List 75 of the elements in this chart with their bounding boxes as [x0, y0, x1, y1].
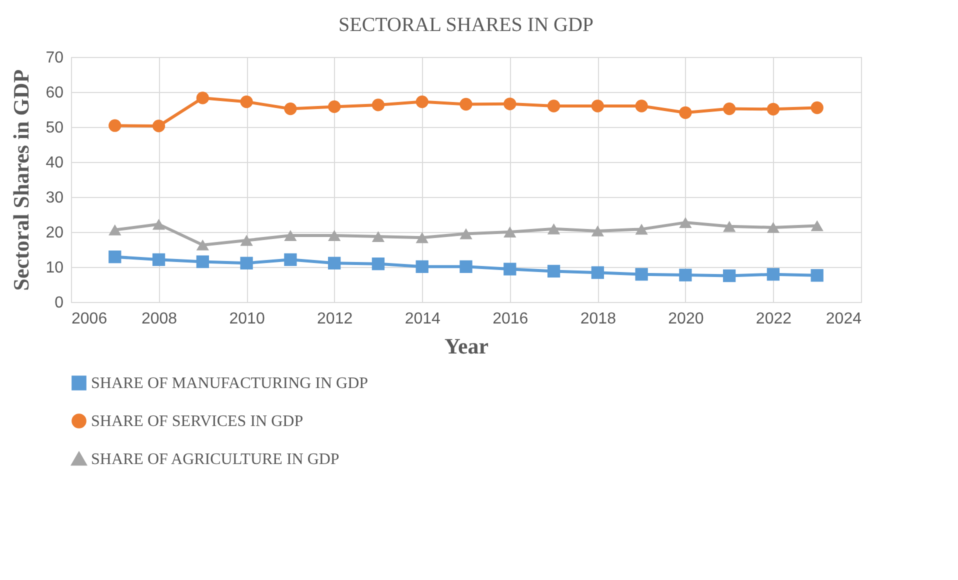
point	[766, 102, 780, 116]
point	[723, 102, 736, 116]
y-tick-label: 50	[46, 120, 64, 136]
x-tick-label: 2008	[141, 310, 178, 328]
point	[284, 230, 297, 241]
point	[591, 100, 604, 112]
point	[635, 224, 648, 235]
point	[460, 260, 472, 273]
point	[635, 100, 648, 112]
point	[108, 250, 122, 264]
point	[810, 220, 824, 232]
y-tick-label: 70	[46, 50, 64, 66]
point	[547, 100, 560, 112]
x-tick-label: 2018	[580, 310, 616, 328]
point	[240, 234, 253, 246]
y-tick-label: 40	[46, 154, 64, 172]
point	[416, 232, 428, 244]
x-tick-label: 2010	[229, 310, 265, 328]
y-tick-label: 60	[46, 84, 64, 102]
point	[328, 256, 341, 270]
x-tick-label: 2012	[317, 310, 353, 328]
point	[152, 218, 166, 230]
point	[372, 98, 385, 112]
point	[460, 228, 472, 240]
point	[416, 95, 428, 108]
point	[591, 225, 604, 236]
point	[460, 98, 472, 111]
point	[240, 256, 253, 270]
point	[723, 269, 736, 282]
y-tick-label: 0	[54, 294, 64, 312]
point	[284, 253, 297, 266]
point	[196, 255, 209, 268]
point	[328, 100, 341, 114]
chart-title: SECTORAL SHARES IN GDP	[338, 14, 594, 36]
y-axis-title: Sectoral Shares in GDP	[8, 69, 34, 291]
point	[240, 95, 253, 108]
point	[547, 223, 560, 234]
point	[196, 92, 209, 104]
point	[152, 253, 166, 266]
point	[328, 230, 341, 241]
point	[416, 260, 428, 273]
x-tick-label: 2014	[404, 310, 441, 328]
point	[372, 231, 385, 242]
legend-label: SHARE OF SERVICES IN GDP	[91, 413, 304, 430]
point	[504, 262, 516, 276]
point	[635, 268, 648, 281]
y-tick-label: 20	[46, 224, 64, 242]
point	[108, 224, 122, 236]
point	[284, 102, 297, 116]
x-tick-label: 2016	[492, 310, 528, 328]
y-tick-label: 30	[46, 190, 64, 206]
point	[810, 269, 824, 282]
x-tick-label: 2006	[72, 310, 108, 328]
point	[679, 106, 692, 119]
x-axis-title: Year	[444, 334, 489, 358]
point	[810, 101, 824, 114]
x-tick-label: 2020	[668, 310, 704, 328]
x-tick-label: 2024	[826, 310, 862, 328]
point	[591, 266, 604, 279]
point	[766, 222, 780, 233]
point	[679, 217, 692, 228]
point	[547, 264, 560, 278]
point	[504, 98, 516, 110]
point	[196, 239, 209, 250]
point	[108, 119, 122, 132]
point	[152, 120, 166, 132]
x-tick-label: 2022	[756, 310, 792, 328]
legend-label: SHARE OF MANUFACTURING IN GDP	[91, 375, 368, 392]
point	[679, 268, 692, 282]
legend-label: SHARE OF AGRICULTURE IN GDP	[91, 451, 340, 468]
y-tick-label: 10	[46, 260, 64, 276]
point	[372, 258, 385, 270]
point	[766, 268, 780, 281]
point	[504, 226, 516, 238]
point	[723, 220, 736, 232]
